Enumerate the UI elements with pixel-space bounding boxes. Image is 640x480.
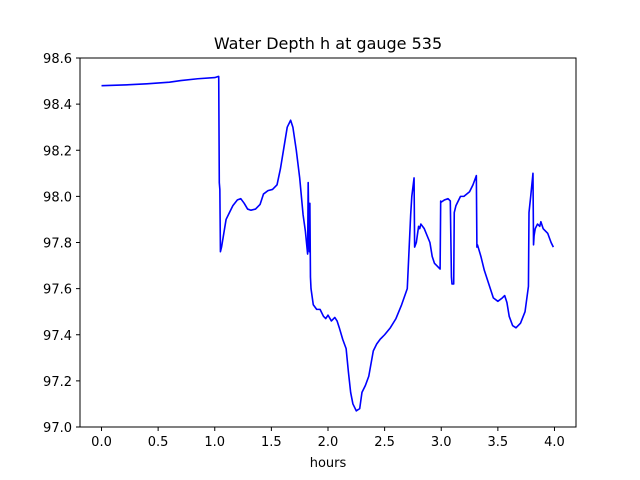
- x-tick-label: 2.0: [318, 435, 339, 450]
- plot-frame: [79, 57, 577, 428]
- x-axis: 0.0 0.5 1.0 1.5 2.0 2.5 3.0 3.5 4.0: [91, 427, 565, 450]
- series-line-0: [101, 75, 555, 412]
- x-tick-label: 0.5: [148, 435, 169, 450]
- x-tick-label: 3.0: [431, 435, 452, 450]
- y-tick-label: 97.2: [43, 375, 72, 390]
- chart-title: Water Depth h at gauge 535: [214, 34, 442, 53]
- x-tick-label: 1.5: [261, 435, 282, 450]
- y-tick-label: 97.8: [43, 237, 72, 252]
- y-tick-label: 98.0: [43, 190, 72, 205]
- y-tick-label: 98.4: [43, 98, 72, 113]
- plot-area: [101, 75, 555, 412]
- y-tick-label: 97.4: [43, 329, 72, 344]
- y-tick-label: 98.2: [43, 144, 72, 159]
- y-tick-label: 97.6: [43, 283, 72, 298]
- y-tick-label: 97.0: [43, 421, 72, 436]
- x-tick-label: 4.0: [544, 435, 565, 450]
- y-tick-label: 98.6: [43, 52, 72, 67]
- x-axis-label: hours: [310, 456, 347, 471]
- x-tick-label: 3.5: [488, 435, 509, 450]
- y-axis: 97.0 97.2 97.4 97.6 97.8 98.0 98.2 98.4 98.6: [43, 52, 80, 436]
- x-tick-label: 1.0: [204, 435, 225, 450]
- x-tick-label: 2.5: [374, 435, 395, 450]
- x-tick-label: 0.0: [91, 435, 112, 450]
